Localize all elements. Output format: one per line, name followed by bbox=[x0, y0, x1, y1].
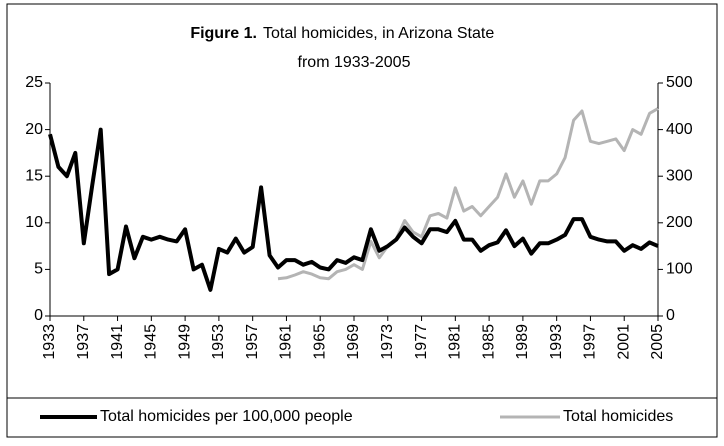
y2-tick-label: 500 bbox=[666, 74, 693, 91]
x-tick-label: 1945 bbox=[143, 324, 160, 360]
y-tick-label: 25 bbox=[25, 74, 43, 91]
x-tick-label: 1997 bbox=[582, 324, 599, 360]
x-tick-label: 1933 bbox=[41, 324, 58, 360]
x-tick-label: 1985 bbox=[480, 324, 497, 360]
chart-subtitle: from 1933-2005 bbox=[298, 54, 411, 71]
x-tick-label: 1965 bbox=[311, 324, 328, 360]
x-tick-label: 1973 bbox=[379, 324, 396, 360]
legend-label: Total homicides per 100,000 people bbox=[100, 408, 353, 425]
y2-tick-label: 400 bbox=[666, 121, 693, 138]
x-tick-label: 1937 bbox=[75, 324, 92, 360]
legend-label: Total homicides bbox=[563, 408, 673, 425]
x-tick-label: 1949 bbox=[176, 324, 193, 360]
x-tick-label: 1953 bbox=[210, 324, 227, 360]
x-tick-label: 1957 bbox=[244, 324, 261, 360]
x-tick-label: 1981 bbox=[447, 324, 464, 360]
y-tick-label: 20 bbox=[25, 121, 43, 138]
x-tick-label: 1969 bbox=[345, 324, 362, 360]
chart-title-label: Figure 1. bbox=[190, 25, 257, 42]
x-tick-label: 1989 bbox=[514, 324, 531, 360]
y-tick-label: 15 bbox=[25, 167, 43, 184]
y2-tick-label: 0 bbox=[666, 307, 675, 324]
series-line bbox=[277, 107, 659, 281]
y-tick-label: 5 bbox=[34, 261, 43, 278]
x-tick-label: 1941 bbox=[109, 324, 126, 360]
x-tick-label: 1961 bbox=[278, 324, 295, 360]
y-tick-label: 0 bbox=[34, 307, 43, 324]
series-line bbox=[48, 127, 659, 292]
y2-tick-label: 300 bbox=[666, 167, 693, 184]
chart-title: Total homicides, in Arizona State bbox=[263, 25, 494, 42]
chart-frame bbox=[6, 3, 718, 438]
y2-tick-label: 100 bbox=[666, 261, 693, 278]
y2-tick-label: 200 bbox=[666, 214, 693, 231]
x-tick-label: 1977 bbox=[413, 324, 430, 360]
x-tick-label: 2001 bbox=[615, 324, 632, 360]
y-tick-label: 10 bbox=[25, 214, 43, 231]
x-tick-label: 1993 bbox=[548, 324, 565, 360]
x-tick-label: 2005 bbox=[649, 324, 666, 360]
